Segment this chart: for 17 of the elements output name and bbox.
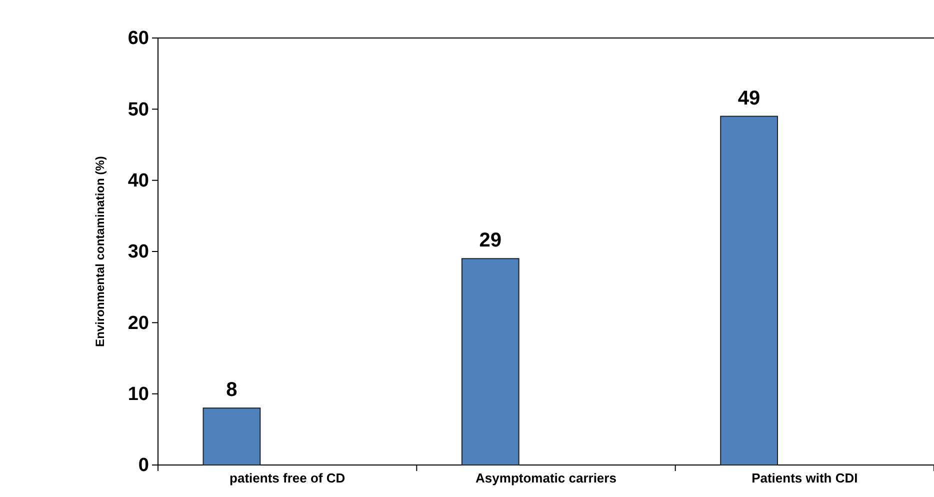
bar — [720, 116, 778, 466]
y-tick-label: 30 — [128, 242, 149, 263]
x-tick-label: Asymptomatic carriers — [476, 470, 616, 486]
y-tick-label: 0 — [138, 455, 149, 476]
y-tick-label: 60 — [128, 28, 149, 50]
bar — [202, 408, 261, 466]
y-axis-title: Environmental contamination (%) — [93, 156, 107, 347]
data-label: 29 — [479, 230, 502, 252]
bar — [461, 258, 520, 466]
data-label: 49 — [738, 87, 760, 110]
x-tick-label: Patients with CDI — [752, 470, 858, 486]
x-tick-label: patients free of CD — [230, 470, 346, 486]
y-tick-label: 10 — [128, 384, 149, 405]
y-tick-label: 50 — [128, 99, 149, 120]
data-label: 8 — [226, 379, 238, 402]
y-tick-label: 40 — [128, 170, 149, 192]
y-tick-label: 20 — [128, 312, 149, 334]
